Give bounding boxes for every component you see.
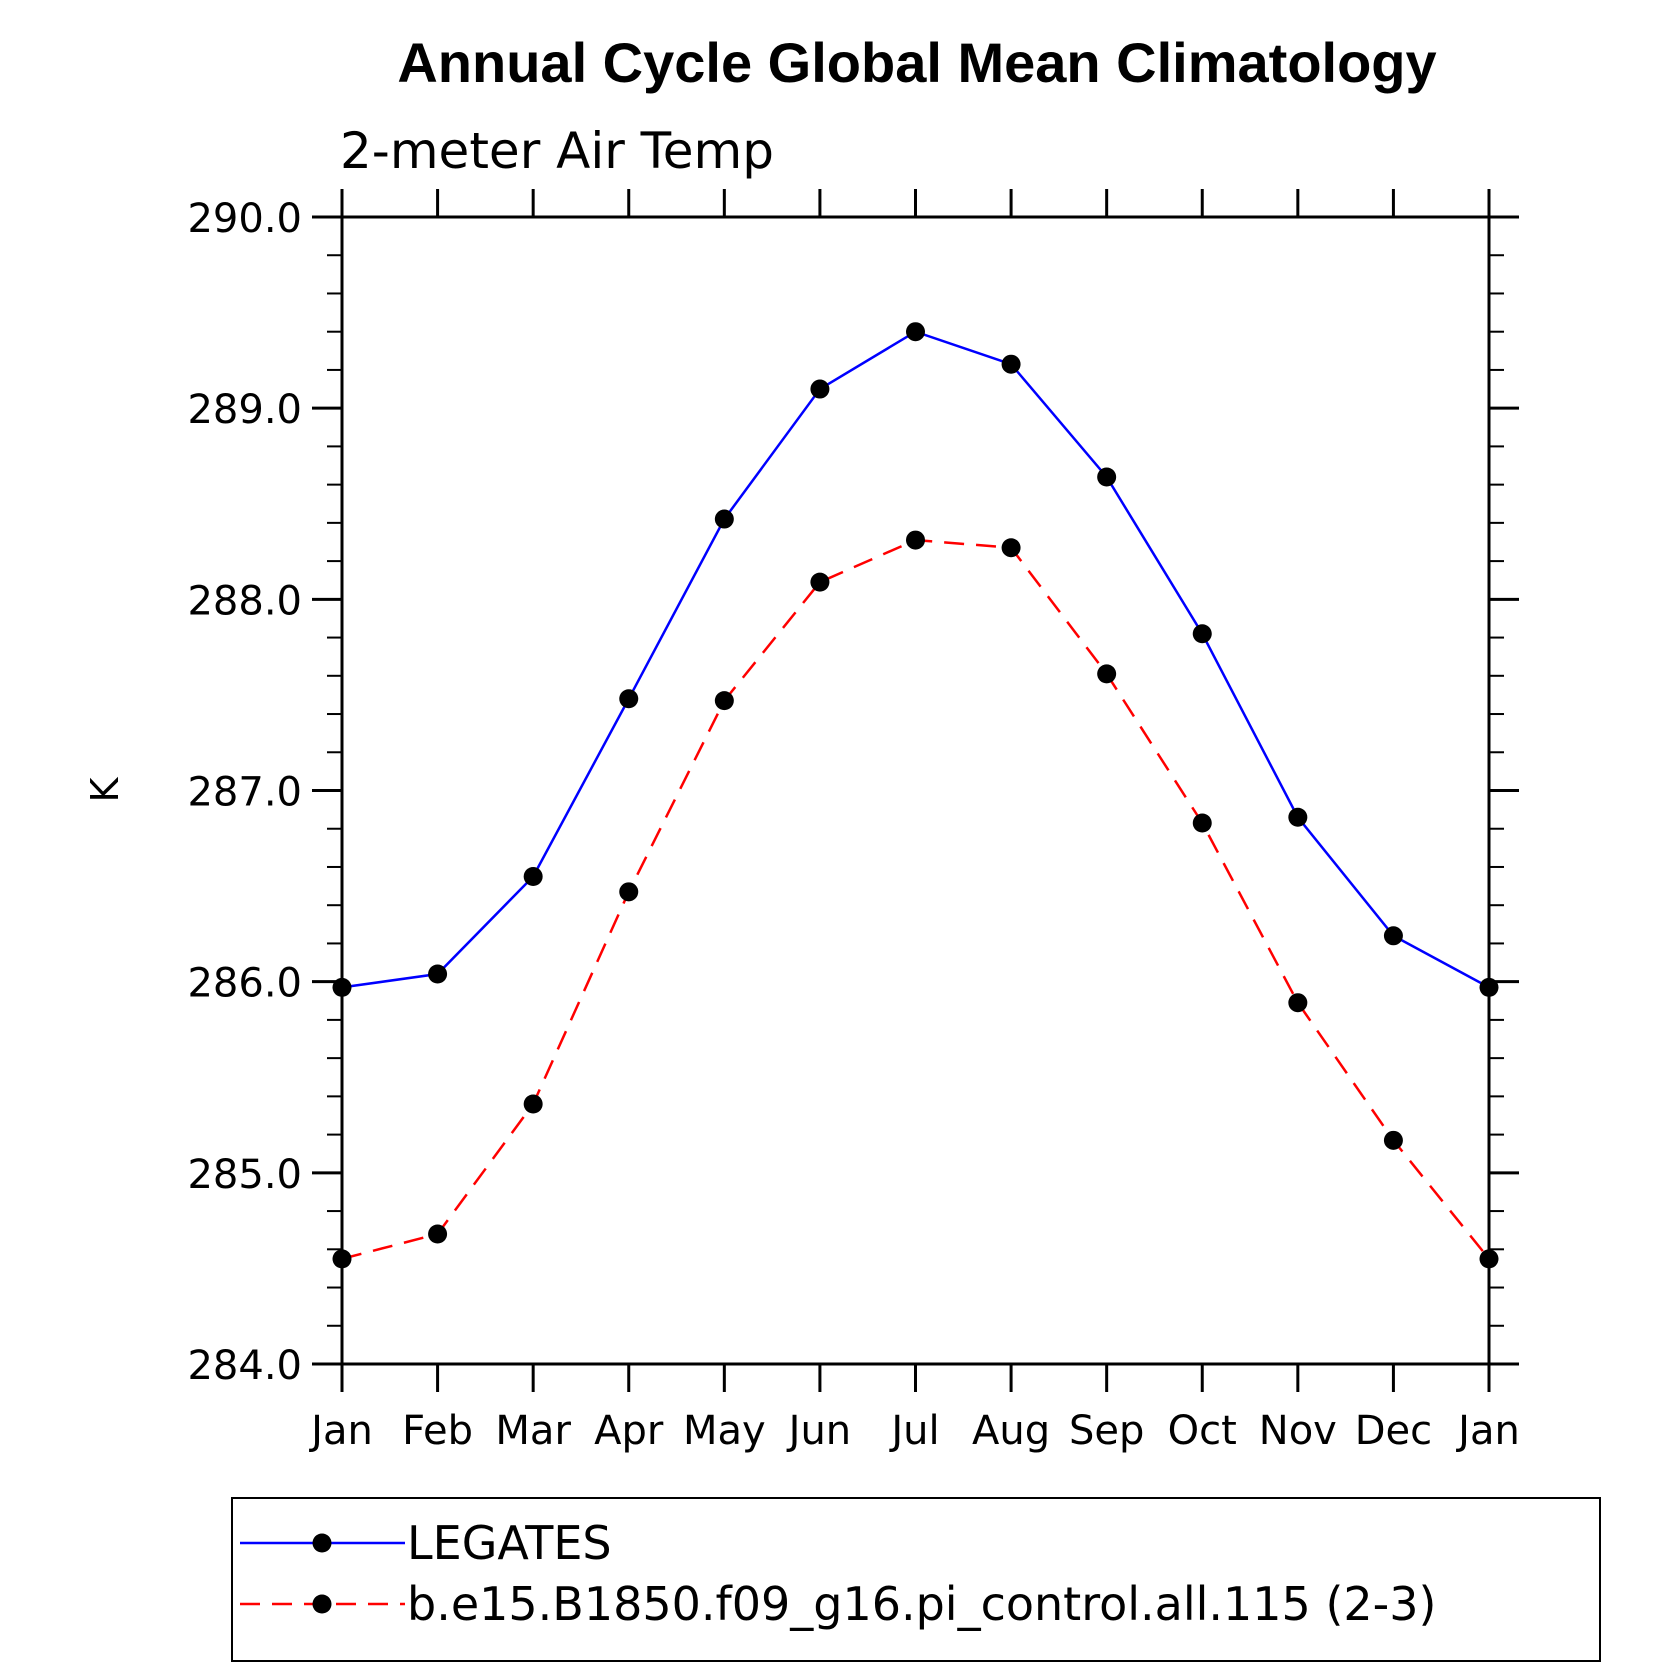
- data-point: [1383, 1130, 1403, 1150]
- data-point: [523, 1094, 543, 1114]
- y-axis-label: K: [83, 776, 127, 802]
- plot-frame: [340, 215, 1491, 1366]
- data-point: [714, 691, 734, 711]
- data-point: [428, 964, 448, 984]
- x-tick-label: Nov: [1259, 1408, 1337, 1454]
- axis-ticks: 284.0 285.0 286.0 287.0 288.0 289.0 290.0 Jan Fe…: [187, 189, 1520, 1454]
- data-point: [1097, 664, 1117, 684]
- data-point: [1479, 1249, 1499, 1269]
- legend-label: LEGATES: [407, 1516, 612, 1570]
- data-point: [619, 882, 639, 902]
- data-point: [1001, 354, 1021, 374]
- y-tick-label: 284.0: [187, 1343, 302, 1389]
- y-tick-label: 286.0: [187, 961, 302, 1007]
- data-point: [906, 530, 925, 550]
- legend-box: [231, 1497, 1601, 1662]
- data-point: [428, 1224, 448, 1244]
- y-tick-label: 289.0: [187, 387, 302, 433]
- x-tick-label: Dec: [1355, 1408, 1432, 1454]
- x-tick-label: Feb: [402, 1408, 473, 1454]
- series-line: [341, 538, 1490, 1261]
- data-point: [1097, 467, 1117, 487]
- legend-marker: [312, 1594, 332, 1614]
- data-point: [332, 977, 352, 997]
- series-layer: [332, 322, 1499, 1269]
- data-point: [714, 509, 734, 529]
- data-point: [1192, 624, 1212, 644]
- data-point: [523, 867, 543, 887]
- data-point: [1192, 813, 1212, 833]
- x-tick-label: Jul: [888, 1408, 939, 1454]
- x-tick-label: Apr: [594, 1408, 664, 1454]
- data-point: [1479, 977, 1499, 997]
- y-tick-label: 290.0: [187, 196, 302, 242]
- data-point: [1383, 926, 1403, 946]
- x-tick-label: May: [683, 1408, 766, 1454]
- chart-subtitle: 2-meter Air Temp: [340, 122, 774, 180]
- x-tick-label: Aug: [972, 1408, 1050, 1454]
- data-point: [810, 379, 830, 399]
- data-point: [810, 572, 830, 592]
- data-point: [619, 689, 639, 709]
- y-tick-label: 288.0: [187, 578, 302, 624]
- x-tick-label: Jan: [1455, 1408, 1520, 1454]
- x-tick-label: Sep: [1069, 1408, 1144, 1454]
- x-tick-label: Oct: [1168, 1408, 1237, 1454]
- y-tick-label: 285.0: [187, 1152, 302, 1198]
- x-tick-label: Jun: [786, 1408, 852, 1454]
- series-line: [341, 330, 1490, 989]
- legend: LEGATES b.e15.B1850.f09_g16.pi_control.al…: [231, 1497, 1601, 1662]
- data-point: [332, 1249, 352, 1269]
- series-group: [332, 322, 1499, 997]
- data-point: [1288, 807, 1308, 827]
- x-tick-label: Jan: [308, 1408, 373, 1454]
- legend-marker: [312, 1533, 332, 1553]
- chart-title: Annual Cycle Global Mean Climatology: [397, 31, 1436, 94]
- data-point: [1001, 538, 1021, 558]
- data-point: [906, 322, 925, 342]
- y-tick-label: 287.0: [187, 770, 302, 816]
- legend-label: b.e15.B1850.f09_g16.pi_control.all.115 (…: [407, 1577, 1436, 1631]
- series-group: [332, 530, 1499, 1269]
- data-point: [1288, 993, 1308, 1013]
- x-tick-label: Mar: [495, 1408, 571, 1454]
